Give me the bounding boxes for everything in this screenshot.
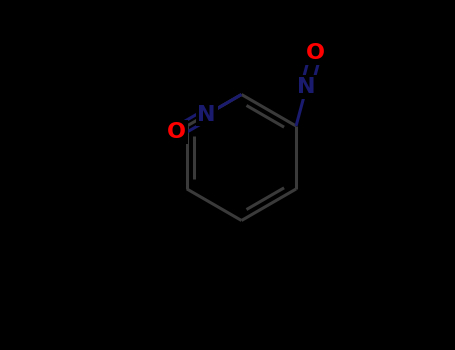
Text: O: O xyxy=(167,122,186,142)
Text: N: N xyxy=(197,105,216,125)
Text: O: O xyxy=(306,43,325,63)
Text: N: N xyxy=(297,77,316,97)
